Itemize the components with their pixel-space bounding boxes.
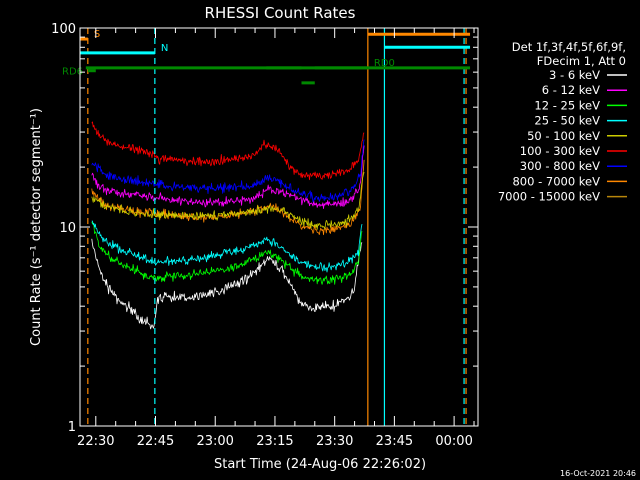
legend-label: 800 - 7000 keV xyxy=(512,174,600,188)
series-line xyxy=(91,121,365,181)
timestamp: 16-Oct-2021 20:46 xyxy=(560,469,636,478)
series-line xyxy=(91,221,363,285)
legend-label: 12 - 25 keV xyxy=(534,98,600,112)
y-axis: 1 10 100 xyxy=(51,22,478,435)
flag-label: S xyxy=(94,29,100,40)
series-line xyxy=(91,139,365,203)
legend-label: 7000 - 15000 keV xyxy=(498,190,600,204)
chart-title: RHESSI Count Rates xyxy=(205,4,356,22)
flag-label: RD6 xyxy=(62,67,83,78)
series-line xyxy=(91,220,363,273)
legend-label: 300 - 800 keV xyxy=(520,159,600,173)
x-tick-label: 23:45 xyxy=(376,434,413,449)
legend-label: 6 - 12 keV xyxy=(542,83,600,97)
legend-header-detectors: Det 1f,3f,4f,5f,6f,9f, xyxy=(512,40,626,54)
y-tick-label: 1 xyxy=(68,420,76,435)
x-axis-label: Start Time (24-Aug-06 22:26:02) xyxy=(214,457,426,472)
series-line xyxy=(91,145,365,210)
x-tick-label: 23:30 xyxy=(316,434,353,449)
y-tick-label: 100 xyxy=(51,22,76,37)
series-line xyxy=(91,171,365,230)
x-tick-label: 23:15 xyxy=(256,434,293,449)
legend: Det 1f,3f,4f,5f,6f,9f, FDecim 1, Att 0 3… xyxy=(498,40,627,204)
x-tick-label: 23:00 xyxy=(196,434,233,449)
y-tick-label: 10 xyxy=(59,221,76,236)
flag-annotations: S N RD0 RD6 xyxy=(62,28,471,426)
y-axis-label: Count Rate (s⁻¹ detector segment⁻¹) xyxy=(29,108,44,346)
plot-data xyxy=(91,121,365,330)
x-tick-label: 22:30 xyxy=(77,434,114,449)
series-line xyxy=(91,159,365,236)
legend-label: 100 - 300 keV xyxy=(520,144,600,158)
flag-label: N xyxy=(161,43,168,54)
flag-label: RD0 xyxy=(374,58,395,69)
x-tick-label: 00:00 xyxy=(435,434,472,449)
x-axis: 22:30 22:45 23:00 23:15 23:30 23:45 00:00 xyxy=(77,28,475,449)
legend-label: 3 - 6 keV xyxy=(549,68,600,82)
legend-header-decimation: FDecim 1, Att 0 xyxy=(537,54,626,68)
legend-label: 25 - 50 keV xyxy=(534,114,600,128)
x-tick-label: 22:45 xyxy=(137,434,174,449)
series-line xyxy=(91,238,363,330)
legend-label: 50 - 100 keV xyxy=(527,129,600,143)
